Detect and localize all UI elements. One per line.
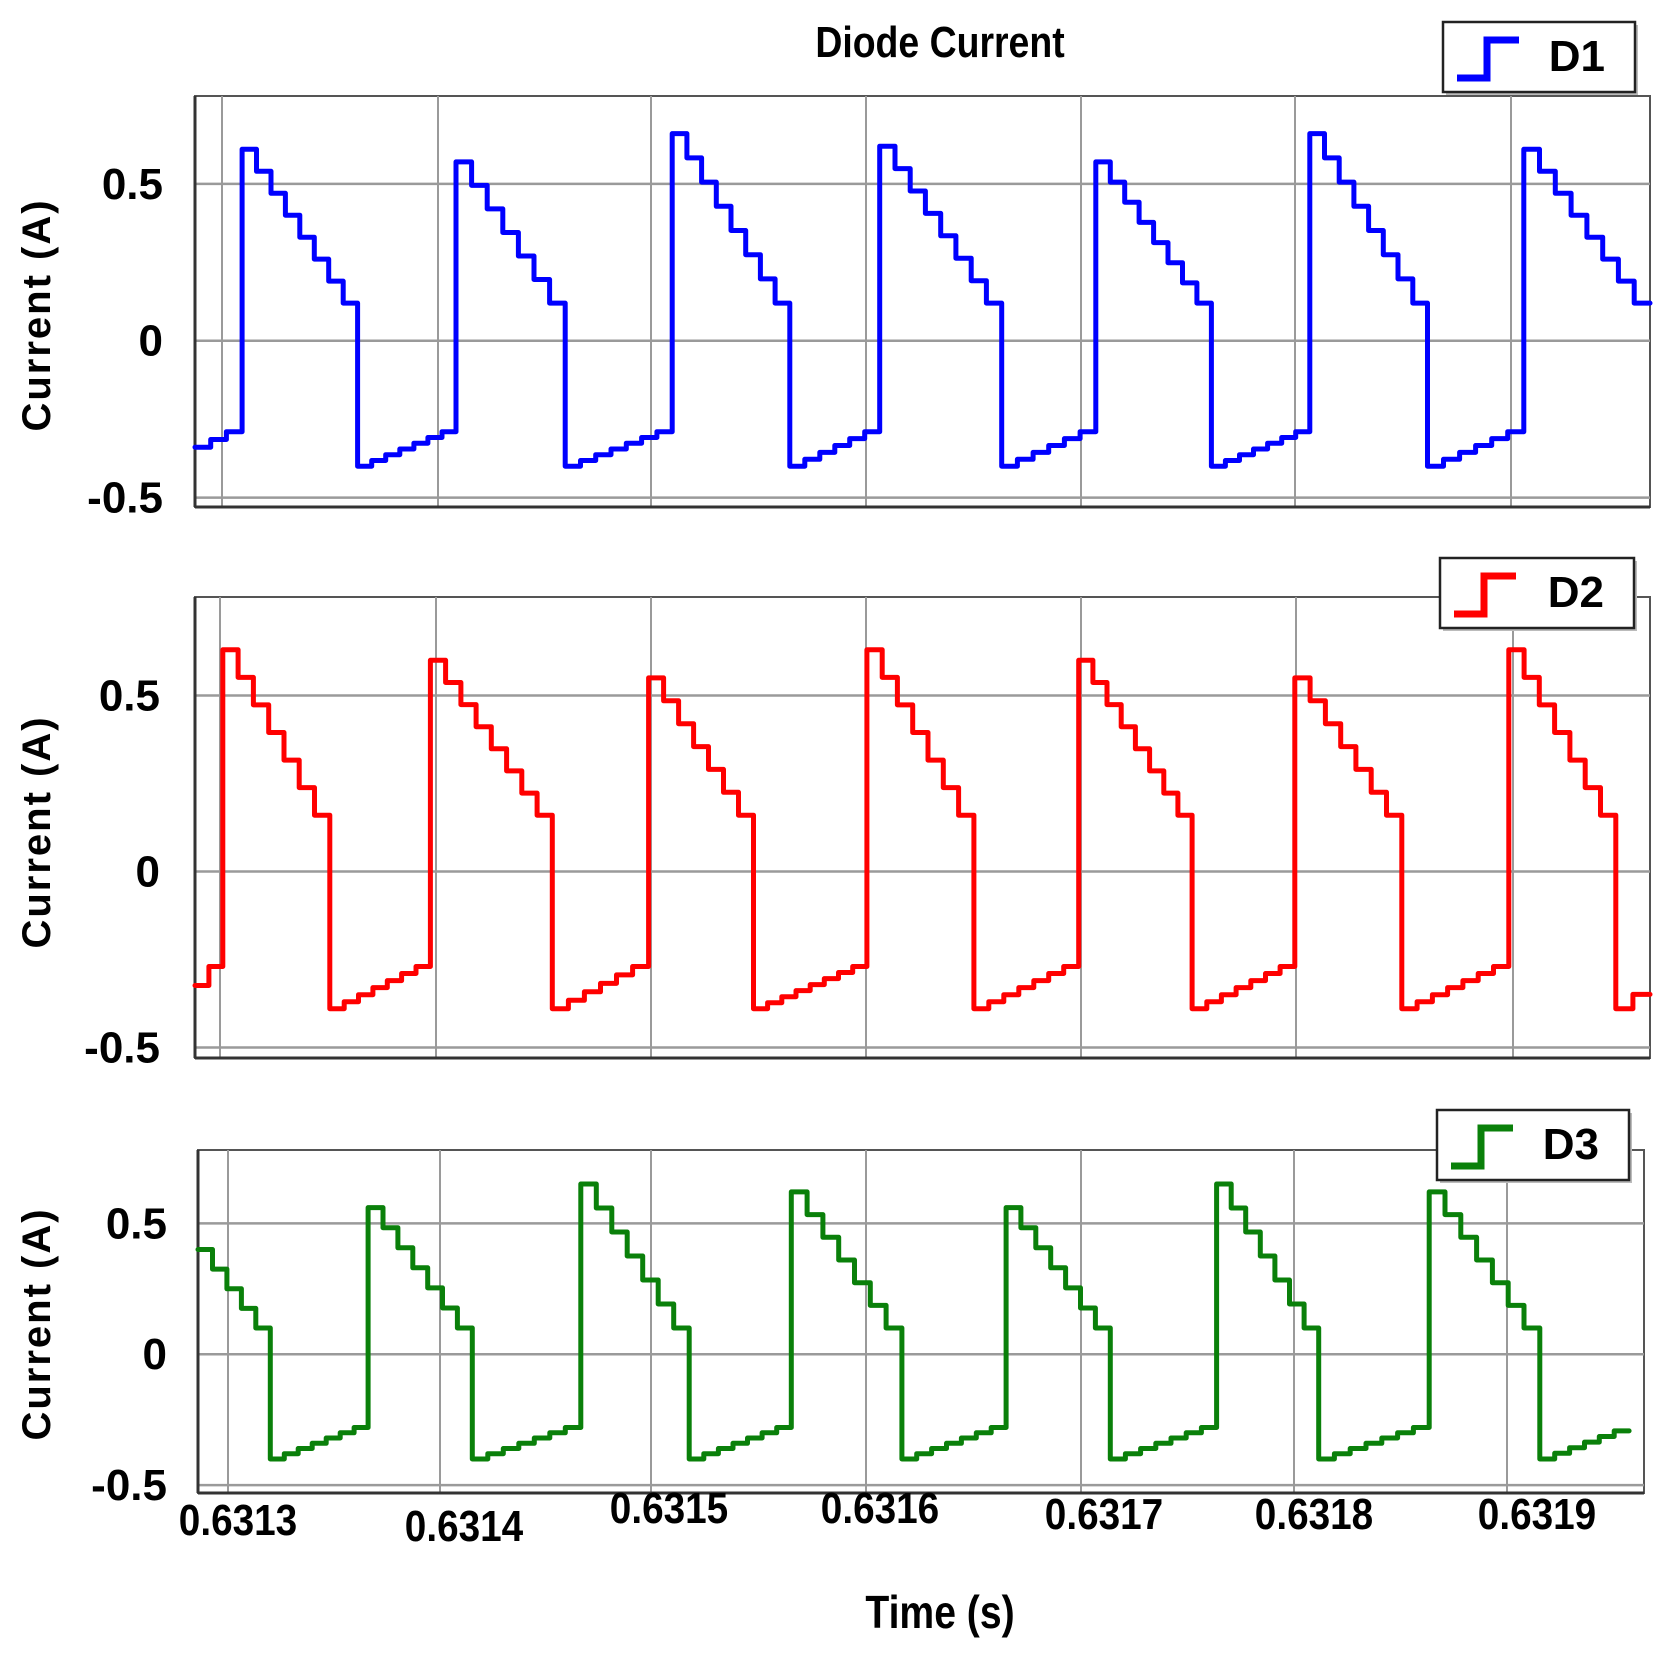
legend-label: D1 (1549, 32, 1605, 81)
y-tick-label: 0.5 (102, 160, 163, 209)
legend-marker (1451, 1124, 1513, 1170)
y-tick-label: -0.5 (84, 1023, 160, 1072)
panel-3: 0.5 0 -0.5 Current (A) D3 (15, 1108, 1645, 1510)
legend-label: D3 (1543, 1120, 1599, 1169)
y-axis-label: Current (A) (15, 1207, 59, 1440)
y-tick-label: -0.5 (87, 474, 163, 523)
x-tick-label: 0.6314 (404, 1502, 524, 1551)
panel-1: 0.5 0 -0.5 Current (A) D1 (15, 20, 1653, 523)
y-tick-label: 0.5 (106, 1199, 167, 1248)
x-axis-label: Time (s) (865, 1586, 1015, 1638)
y-tick-label: -0.5 (91, 1461, 167, 1510)
x-tick-label: 0.6313 (178, 1496, 298, 1545)
y-tick-label: 0 (136, 847, 160, 896)
legend-d2: D2 (1438, 556, 1637, 631)
y-axis-label: Current (A) (15, 198, 59, 431)
series-line-d3 (195, 1181, 1632, 1462)
y-tick-label: 0 (143, 1330, 167, 1379)
x-tick-label: 0.6319 (1477, 1490, 1597, 1539)
y-tick-label: 0.5 (99, 672, 160, 721)
series-line-d2 (192, 647, 1653, 1012)
plot-frame (194, 596, 1651, 1059)
chart-title: Diode Current (815, 18, 1065, 67)
legend-marker (1457, 36, 1519, 82)
x-tick-label: 0.6317 (1044, 1490, 1164, 1539)
x-tick-label: 0.6318 (1254, 1490, 1374, 1539)
legend-marker (1454, 572, 1516, 618)
y-tick-label: 0 (139, 317, 163, 366)
x-tick-label: 0.6316 (820, 1484, 940, 1533)
legend-d3: D3 (1435, 1108, 1632, 1183)
series-line-d1 (192, 131, 1653, 469)
y-axis-label: Current (A) (15, 715, 59, 948)
panel-2: 0.5 0 -0.5 Current (A) D2 (15, 556, 1653, 1072)
legend-d1: D1 (1441, 20, 1638, 95)
legend-label: D2 (1548, 568, 1604, 617)
x-tick-label: 0.6315 (609, 1484, 729, 1533)
